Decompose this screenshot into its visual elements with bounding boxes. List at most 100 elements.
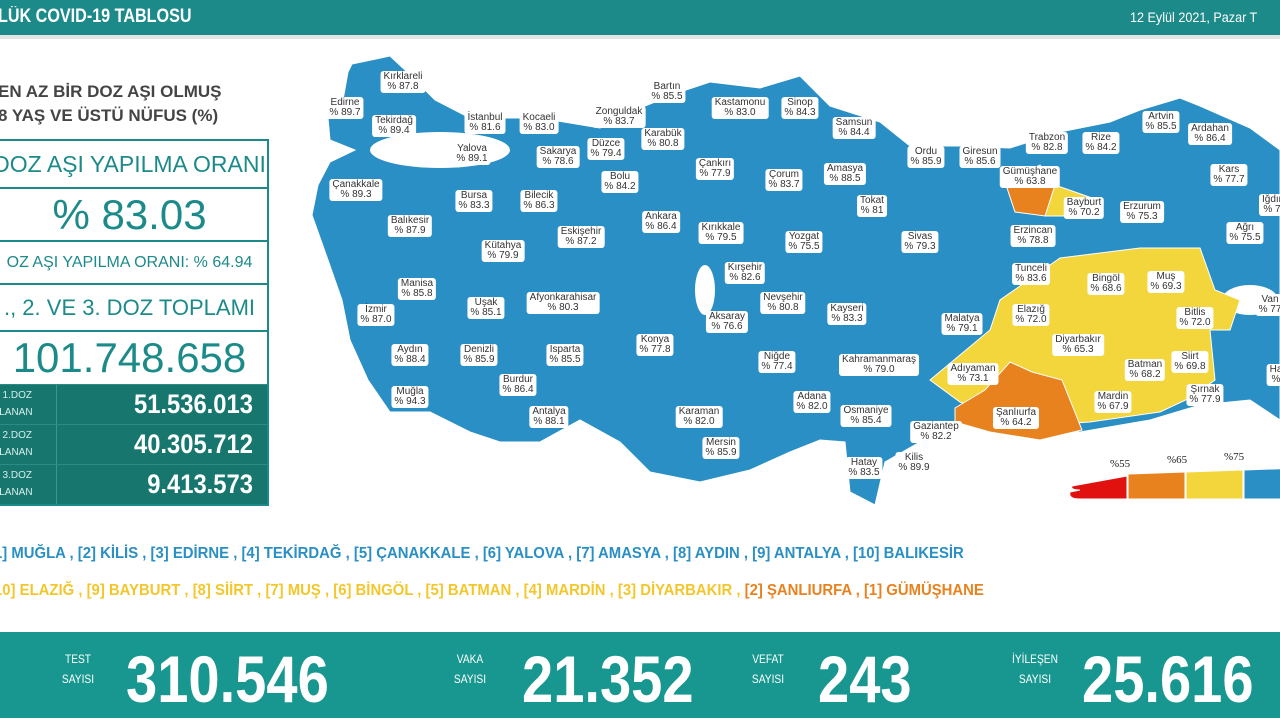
case-label-line2: SAYISI xyxy=(453,672,487,686)
province-value: % 86.4 xyxy=(645,221,677,232)
province-name: Yozgat xyxy=(788,231,820,242)
province-name: Gaziantep xyxy=(913,421,959,432)
province-value: % 79.5 xyxy=(705,232,737,243)
province-value: % 83.0 xyxy=(523,122,555,133)
province-label: Aksaray% 76.6 xyxy=(705,311,749,333)
province-label: Hatay% 83.5 xyxy=(845,457,883,479)
second-dose-rate: OZ AŞI YAPILMA ORANI: % 64.94 xyxy=(0,242,267,285)
province-label: Samsun% 84.4 xyxy=(832,117,876,139)
province-name: İzmir xyxy=(365,304,387,315)
recovered-label: İYİLEŞEN SAYISI xyxy=(1005,649,1065,689)
province-label: Iğdır% 7 xyxy=(1258,194,1280,216)
province-value: % 83.7 xyxy=(603,116,635,127)
province-name: Artvin xyxy=(1148,111,1174,122)
province-label: Kırşehir% 82.6 xyxy=(724,262,766,284)
province-value: % 82.0 xyxy=(796,401,828,412)
province-label: Ankara% 86.4 xyxy=(642,211,680,233)
dose-value: 9.413.573 xyxy=(147,469,253,499)
test-label: TEST SAYISI xyxy=(54,649,102,689)
province-value: % 79.3 xyxy=(904,241,936,252)
province-label: Yalova% 89.1 xyxy=(453,143,491,165)
province-label: Batman% 68.2 xyxy=(1124,359,1166,381)
province-label: Bingöl% 68.6 xyxy=(1087,273,1125,295)
province-name: Çorum xyxy=(768,169,800,180)
province-value: % 78.6 xyxy=(542,156,574,167)
province-name: Erzincan xyxy=(1013,225,1053,236)
province-label: Düzce% 79.4 xyxy=(587,138,625,160)
province-label: Ha% xyxy=(1266,364,1280,386)
dose-row: 3.DOZ ULANAN 9.413.573 xyxy=(0,464,267,504)
province-name: Erzurum xyxy=(1123,201,1161,212)
province-name: Adıyaman xyxy=(950,363,996,374)
recovered-label-line1: İYİLEŞEN xyxy=(1012,652,1058,666)
province-value: % 88.4 xyxy=(394,354,426,365)
province-value: % 85.1 xyxy=(470,307,502,318)
panel-title: EN AZ BİR DOZ AŞI OLMUŞ 8 YAŞ VE ÜSTÜ NÜ… xyxy=(0,80,222,128)
province-value: % 89.3 xyxy=(340,189,372,200)
legend-segment xyxy=(1069,475,1128,500)
province-label: Nevşehir% 80.8 xyxy=(760,292,806,314)
province-name: Çanakkale xyxy=(332,179,380,190)
province-value: % 77.9 xyxy=(1189,394,1221,405)
province-name: Gümüşhane xyxy=(1002,166,1058,177)
province-value: % 72.0 xyxy=(1179,317,1211,328)
province-value: % 75.5 xyxy=(1229,232,1261,243)
province-label: Çorum% 83.7 xyxy=(765,169,803,191)
province-value: % 79.0 xyxy=(863,364,895,375)
province-name: Sakarya xyxy=(539,146,577,157)
province-value: % 85.5 xyxy=(651,91,683,102)
dose-sublabel: ULANAN xyxy=(0,447,33,458)
province-name: Niğde xyxy=(763,351,791,362)
province-value: % 87.9 xyxy=(394,225,426,236)
province-value: % 87.2 xyxy=(565,236,597,247)
province-label: Şanlıurfa% 64.2 xyxy=(992,407,1040,429)
province-name: Adana xyxy=(797,391,827,402)
bottom-list-orange: [2] ŞANLIURFA , [1] GÜMÜŞHANE xyxy=(744,582,984,599)
province-value: % 64.2 xyxy=(1000,417,1032,428)
province-label: Denizli% 85.9 xyxy=(460,344,498,366)
province-name: Denizli xyxy=(463,344,495,355)
province-name: Tunceli xyxy=(1015,263,1047,274)
province-value: % 85.4 xyxy=(850,415,882,426)
province-name: Bolu xyxy=(609,171,631,182)
province-value: % 82.2 xyxy=(920,431,952,442)
province-label: Van% 77 xyxy=(1255,294,1280,316)
province-label: Tekirdağ% 89.4 xyxy=(372,115,416,137)
province-label: Edirne% 89.7 xyxy=(326,97,364,119)
province-label: İstanbul% 81.6 xyxy=(464,112,506,134)
province-label: Osmaniye% 85.4 xyxy=(840,405,892,427)
province-label: Kahramanmaraş% 79.0 xyxy=(839,354,919,376)
province-value: % 83.3 xyxy=(831,313,863,324)
date-label: 12 Eylül 2021, Pazar T xyxy=(1130,9,1258,25)
province-value: % 85.6 xyxy=(964,156,996,167)
dose-value: 40.305.712 xyxy=(133,429,253,459)
province-name: Ağrı xyxy=(1235,222,1255,233)
province-label: Diyarbakır% 65.3 xyxy=(1052,334,1104,356)
province-label: Erzurum% 75.3 xyxy=(1120,201,1164,223)
province-value: % 89.4 xyxy=(378,125,410,136)
province-value: % 75.5 xyxy=(788,241,820,252)
province-label: Mersin% 85.9 xyxy=(702,437,740,459)
legend-segment xyxy=(1243,468,1280,500)
province-label: Adıyaman% 73.1 xyxy=(947,363,999,385)
province-name: Siirt xyxy=(1181,351,1199,362)
dose-sublabel: ULANAN xyxy=(0,487,33,498)
province-value: % 7 xyxy=(1263,204,1280,215)
case-label-line1: VAKA xyxy=(456,652,484,666)
province-name: Düzce xyxy=(591,138,621,149)
province-name: Kırklareli xyxy=(383,71,423,82)
province-name: Muğla xyxy=(396,386,424,397)
province-name: Konya xyxy=(640,334,670,345)
death-value: 243 xyxy=(818,642,912,716)
province-value: % 81 xyxy=(860,205,884,216)
province-label: Kastamonu% 83.0 xyxy=(711,97,769,119)
province-name: Kastamonu xyxy=(714,97,766,108)
province-value: % 75.3 xyxy=(1126,211,1158,222)
province-name: Van xyxy=(1261,294,1279,305)
province-value: % 76.6 xyxy=(711,321,743,332)
legend-bar xyxy=(1069,468,1280,500)
province-value: % 84.2 xyxy=(1085,142,1117,153)
province-label: Kilis% 89.9 xyxy=(895,452,933,474)
province-name: Tekirdağ xyxy=(375,115,413,126)
province-name: Nevşehir xyxy=(763,292,803,303)
